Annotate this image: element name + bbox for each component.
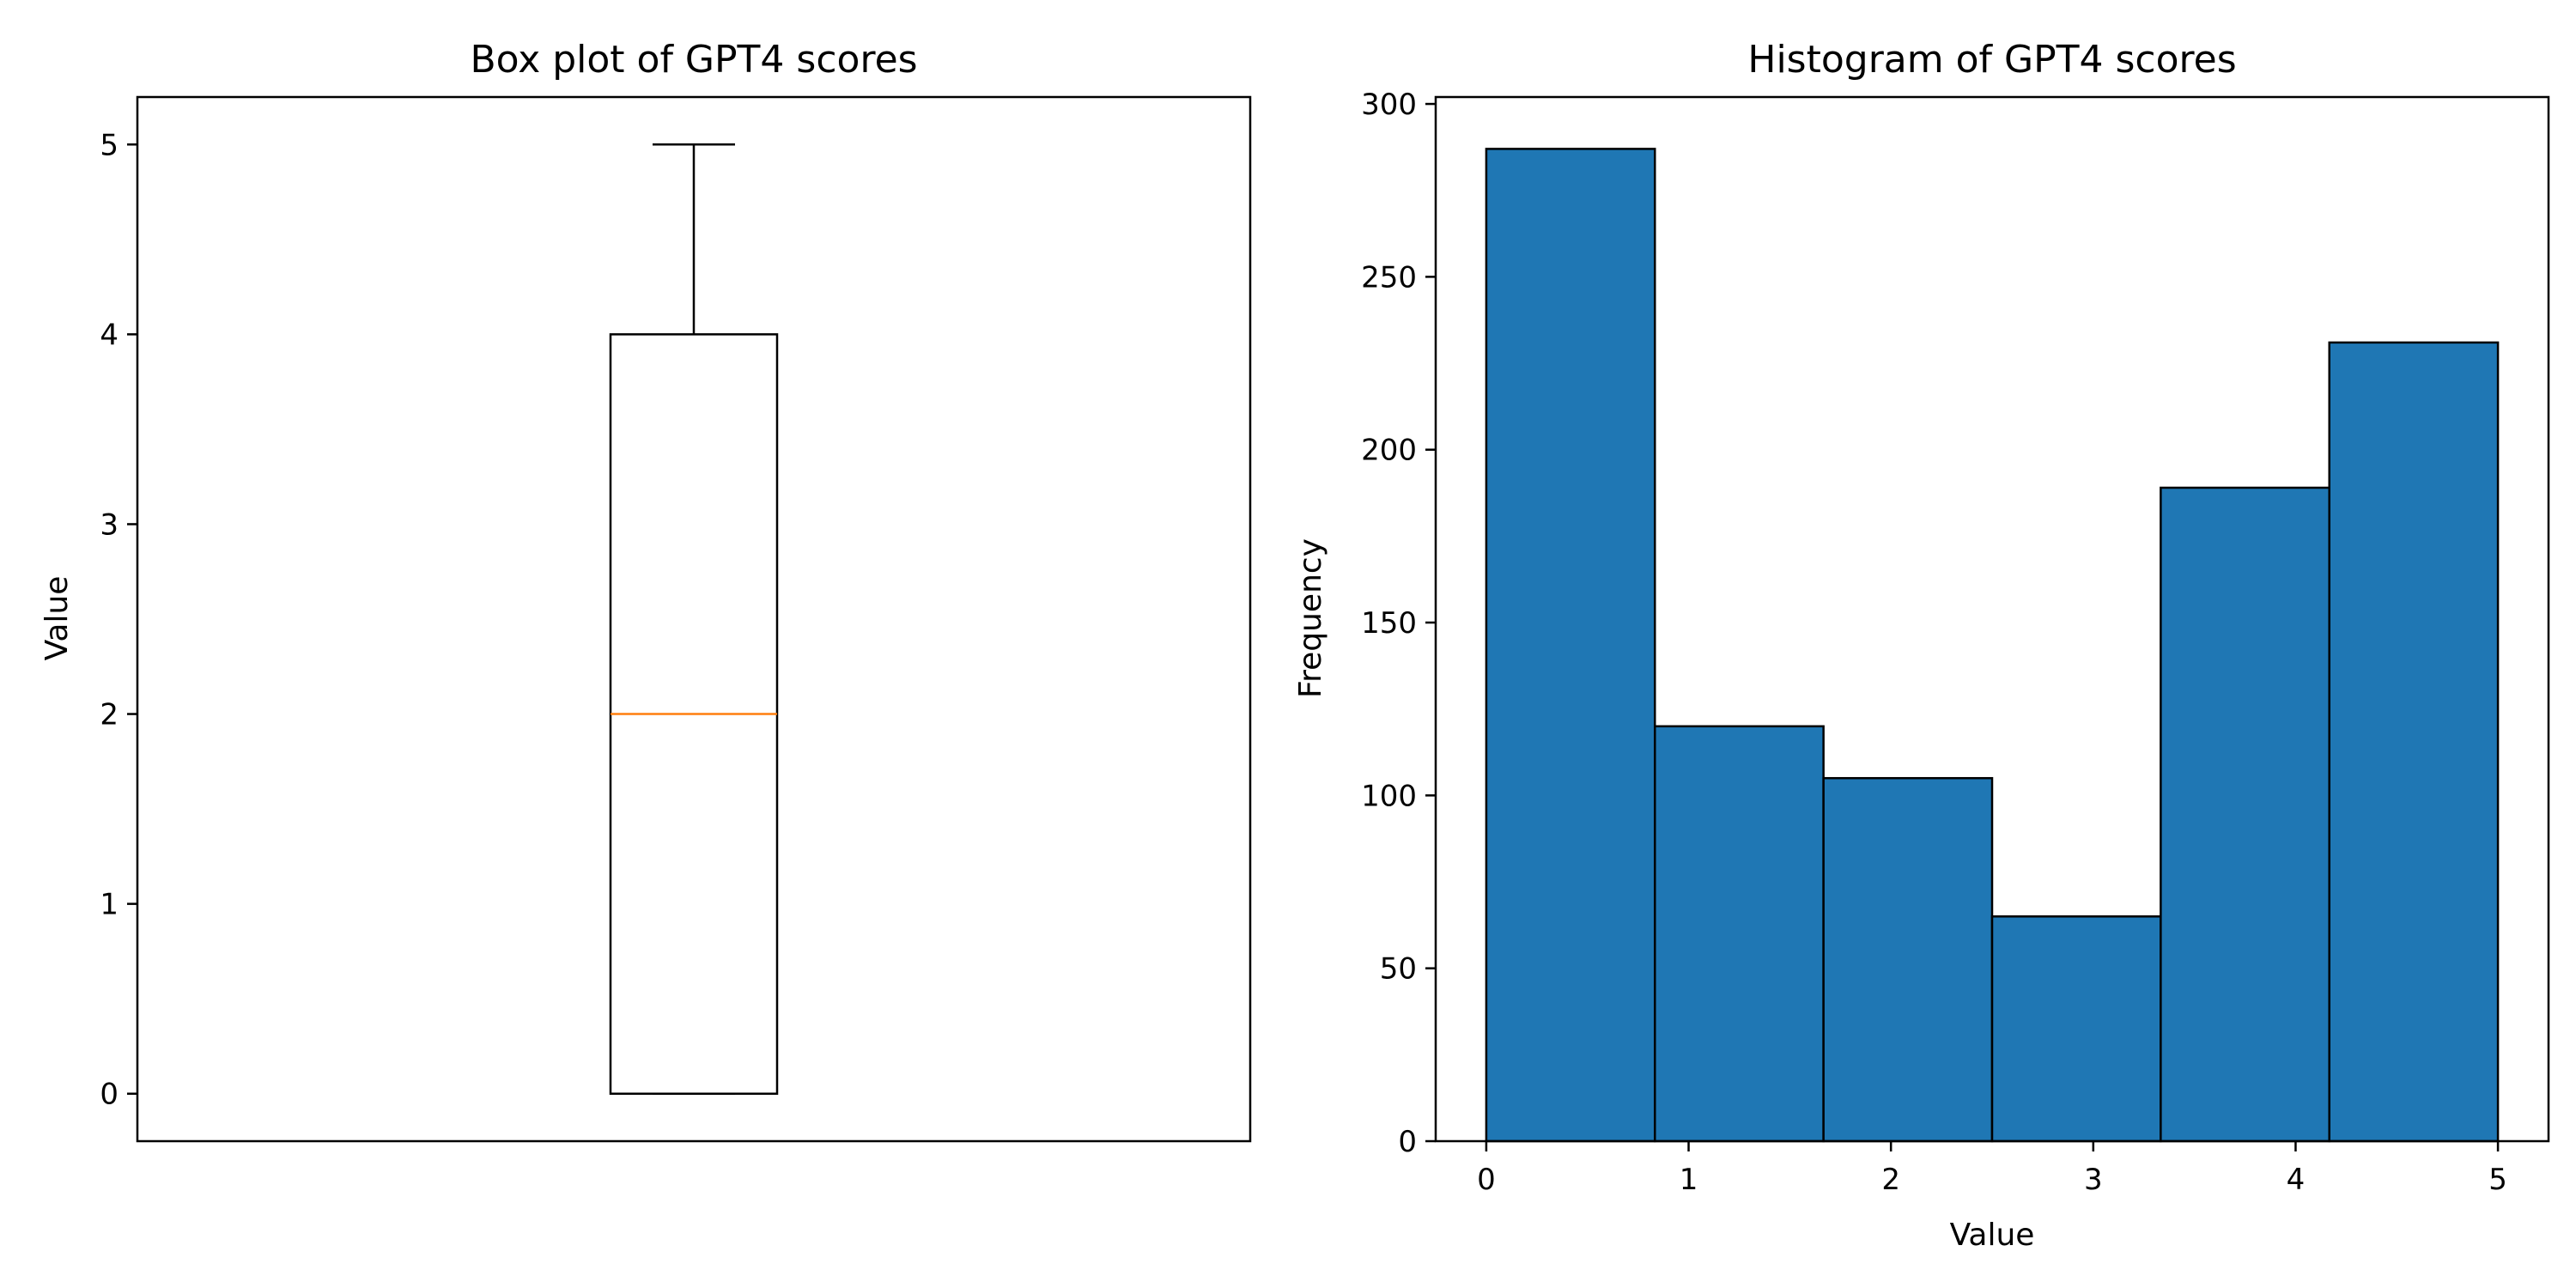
box-plot-panel: Box plot of GPT4 scores Value 0 1 2 3 4 5 [39,38,1252,1143]
histogram-y-tick-label: 50 [1380,952,1417,987]
box-y-tick-label: 5 [100,128,118,162]
histogram-x-tick-label: 0 [1477,1163,1496,1197]
box-y-tick-label: 2 [100,698,118,732]
histogram-x-tick-label: 2 [1881,1163,1900,1197]
histogram-bar [2328,341,2500,1143]
box-plot-y-ticks: 0 1 2 3 4 5 [100,128,137,1112]
box-plot-frame [136,95,1252,1143]
box-y-tick-label: 1 [100,888,118,922]
histogram-y-axis-label: Frequency [1293,538,1328,698]
histogram-y-tick-label: 200 [1361,434,1417,468]
histogram-y-tick-label: 300 [1361,88,1417,122]
histogram-bar [2160,486,2330,1143]
histogram-y-tick-label: 0 [1398,1125,1417,1159]
histogram-panel: Histogram of GPT4 scores Frequency Value… [1293,38,2550,1253]
box-y-tick-label: 4 [100,318,118,352]
histogram-bars [1485,148,2500,1143]
histogram-y-tick-label: 250 [1361,260,1417,295]
box-plot-marks [609,143,779,1095]
histogram-x-tick-label: 1 [1680,1163,1698,1197]
histogram-y-ticks: 0 50 100 150 200 250 300 [1361,88,1436,1159]
histogram-frame [1434,95,2550,1143]
histogram-y-tick-label: 150 [1361,606,1417,641]
histogram-x-tick-label: 4 [2287,1163,2306,1197]
histogram-x-ticks: 0 1 2 3 4 5 [1477,1141,2507,1197]
histogram-x-tick-label: 5 [2488,1163,2507,1197]
histogram-y-tick-label: 100 [1361,779,1417,813]
histogram-bar [1485,148,1656,1143]
histogram-title: Histogram of GPT4 scores [1747,38,2236,82]
box-plot-title: Box plot of GPT4 scores [470,38,917,82]
histogram-bar [1654,725,1825,1143]
histogram-x-axis-label: Value [1950,1218,2035,1253]
box-y-tick-label: 3 [100,507,118,542]
histogram-bar [1822,776,1994,1143]
histogram-bar [1990,915,2162,1143]
box-plot-y-axis-label: Value [39,576,75,661]
box-y-tick-label: 0 [100,1078,118,1112]
histogram-x-tick-label: 3 [2084,1163,2103,1197]
